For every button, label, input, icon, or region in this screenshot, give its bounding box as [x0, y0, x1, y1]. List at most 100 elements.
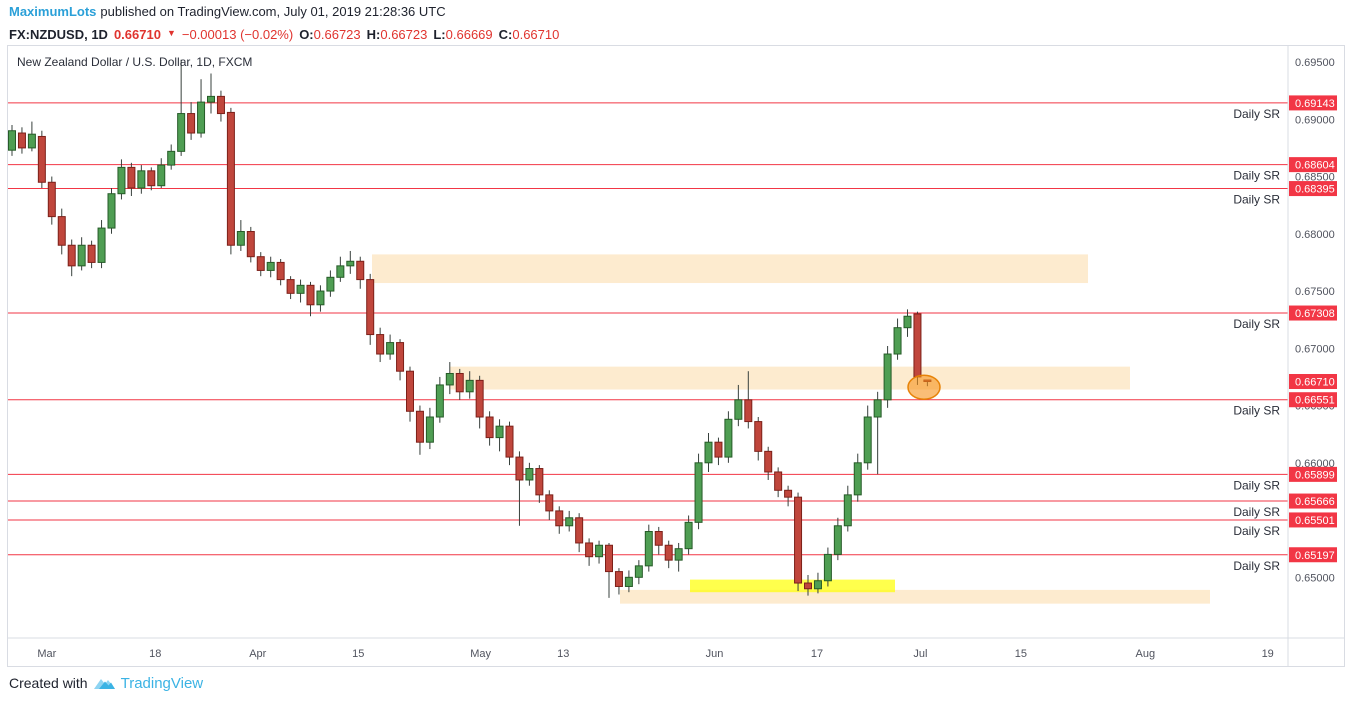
- candle: [386, 342, 395, 355]
- symbol-name: FX:NZDUSD, 1D: [9, 26, 108, 42]
- candle: [873, 399, 882, 418]
- candle: [356, 260, 365, 281]
- candle: [823, 553, 832, 582]
- price-badge-text: 0.66551: [1295, 395, 1335, 407]
- daily-sr-label: Daily SR: [1233, 524, 1280, 538]
- price-badge-text: 0.65197: [1295, 550, 1335, 562]
- time-tick-label: 15: [1015, 648, 1027, 660]
- price-badge-text: 0.68604: [1295, 160, 1335, 172]
- candle: [515, 456, 524, 481]
- support-zone-highlight[interactable]: [690, 579, 895, 593]
- tradingview-logo-icon[interactable]: [93, 676, 115, 691]
- price-badge-text: 0.68395: [1295, 184, 1335, 196]
- candle: [694, 462, 703, 523]
- candle: [634, 565, 643, 578]
- price-tick-label: 0.69500: [1295, 57, 1335, 69]
- candle: [734, 399, 743, 420]
- candle: [744, 399, 753, 423]
- author-link[interactable]: MaximumLots: [9, 4, 97, 19]
- publish-info: published on TradingView.com, July 01, 2…: [100, 4, 446, 19]
- candle: [286, 279, 295, 294]
- price-badge-text: 0.65899: [1295, 469, 1335, 481]
- time-tick-label: 18: [149, 648, 161, 660]
- candle: [216, 95, 225, 115]
- daily-sr-label: Daily SR: [1233, 317, 1280, 331]
- daily-sr-label: Daily SR: [1233, 559, 1280, 573]
- candle: [654, 531, 663, 546]
- candle: [605, 544, 613, 573]
- chart-widget: New Zealand Dollar / U.S. Dollar, 1D, FX…: [7, 45, 1345, 667]
- candle: [893, 327, 902, 355]
- attribution-bar: MaximumLots published on TradingView.com…: [0, 0, 1348, 23]
- resistance-zone-upper[interactable]: [372, 254, 1088, 284]
- candle: [47, 181, 56, 218]
- candle: [624, 576, 633, 587]
- time-axis[interactable]: [8, 638, 1288, 666]
- candle: [575, 517, 584, 544]
- price-badge: [1289, 512, 1337, 528]
- candle: [465, 379, 474, 393]
- support-zone-lower[interactable]: [620, 589, 1210, 604]
- candle: [843, 494, 852, 527]
- candle: [17, 132, 26, 149]
- price-tick-label: 0.67500: [1295, 286, 1335, 298]
- candle: [684, 521, 693, 550]
- price-badge-text: 0.66710: [1295, 377, 1335, 389]
- candle: [435, 384, 444, 418]
- candle: [525, 468, 534, 481]
- time-tick-label: Jun: [706, 648, 724, 660]
- candle: [197, 101, 206, 134]
- candle: [87, 244, 96, 263]
- candle: [236, 231, 245, 246]
- candle: [674, 548, 683, 561]
- candle: [883, 353, 892, 401]
- candle: [644, 531, 653, 567]
- candle: [804, 582, 812, 590]
- candle: [37, 135, 46, 183]
- candle: [147, 170, 156, 187]
- price-badge: [1289, 392, 1337, 408]
- candle: [306, 284, 315, 306]
- candle: [396, 342, 405, 372]
- candle: [903, 315, 912, 329]
- candle: [107, 193, 116, 229]
- low-value: L: 0.66669: [433, 26, 493, 42]
- high-value: H: 0.66723: [366, 26, 428, 42]
- price-badge: [1289, 157, 1337, 173]
- candle: [127, 166, 136, 189]
- price-badge: [1289, 374, 1337, 390]
- time-tick-label: Mar: [37, 648, 56, 660]
- resistance-zone-mid[interactable]: [450, 366, 1130, 390]
- candle: [167, 150, 176, 166]
- time-tick-label: 13: [557, 648, 569, 660]
- time-tick-label: May: [470, 648, 491, 660]
- time-tick-label: Apr: [249, 648, 266, 660]
- daily-sr-label: Daily SR: [1233, 505, 1280, 519]
- candle: [774, 471, 783, 491]
- price-tick-label: 0.68500: [1295, 172, 1335, 184]
- time-tick-label: Aug: [1136, 648, 1156, 660]
- candle: [764, 450, 773, 473]
- candle: [316, 290, 325, 306]
- price-highlight-ellipse[interactable]: [907, 374, 941, 400]
- candle: [326, 276, 335, 292]
- candle: [406, 370, 414, 412]
- candle: [445, 372, 454, 386]
- candle: [346, 260, 355, 267]
- candle: [595, 544, 604, 558]
- candle: [545, 494, 554, 512]
- price-badge-text: 0.65666: [1295, 496, 1335, 508]
- daily-sr-label: Daily SR: [1233, 478, 1280, 492]
- candlestick-chart[interactable]: Daily SR Daily SR Daily SR Daily SR Daily SR…: [8, 46, 1344, 666]
- price-tick-label: 0.66000: [1295, 458, 1335, 470]
- candle: [664, 544, 673, 561]
- price-tick-label: 0.68000: [1295, 229, 1335, 241]
- candle: [555, 510, 564, 527]
- price-badge: [1289, 547, 1337, 563]
- candle: [207, 95, 215, 103]
- tradingview-brand-link[interactable]: TradingView: [120, 674, 204, 692]
- price-tick-label: 0.69000: [1295, 114, 1335, 126]
- candle: [455, 372, 464, 393]
- candle: [177, 113, 186, 152]
- time-tick-label: Jul: [913, 648, 927, 660]
